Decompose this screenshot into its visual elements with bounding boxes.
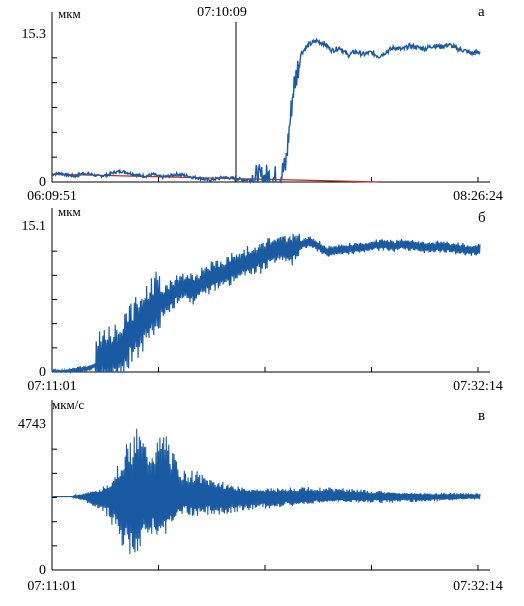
panel-a-xtick-start: 06:09:51 bbox=[27, 189, 77, 204]
panel-c-unit: мкм/с bbox=[52, 397, 84, 412]
panel-b-ytick-max: 15.1 bbox=[22, 219, 47, 234]
panel-a-tick-marks bbox=[51, 57, 479, 182]
panel-b-xtick-start: 07:11:01 bbox=[27, 379, 76, 394]
panel-b: мкм 15.1 0 07:11:01 07:32:14 б bbox=[22, 204, 503, 394]
panel-c-ytick-min: 0 bbox=[39, 563, 46, 578]
panel-c-xtick-end: 07:32:14 bbox=[453, 579, 503, 594]
panel-a: мкм 15.3 0 06:09:51 08:26:24 07:10:09 а bbox=[22, 4, 503, 204]
panel-a-letter: а bbox=[478, 4, 485, 20]
panel-c: мкм/с 4743 0 07:11:01 07:32:14 в bbox=[18, 397, 503, 594]
panel-c-series-line bbox=[52, 428, 481, 555]
panel-b-xtick-end: 07:32:14 bbox=[453, 379, 503, 394]
panel-a-xtick-end: 08:26:24 bbox=[453, 189, 503, 204]
panel-c-xtick-start: 07:11:01 bbox=[27, 579, 76, 594]
panel-b-series-line bbox=[51, 233, 481, 375]
panel-b-letter: б bbox=[478, 210, 486, 226]
panel-a-ytick-min: 0 bbox=[39, 175, 46, 190]
panel-b-ytick-min: 0 bbox=[39, 365, 46, 380]
panel-a-ytick-max: 15.3 bbox=[22, 27, 47, 42]
panel-a-series-line bbox=[51, 37, 481, 185]
panel-a-marker-label: 07:10:09 bbox=[197, 5, 247, 20]
panel-c-tick-marks bbox=[51, 448, 479, 570]
panel-b-tick-marks bbox=[51, 250, 479, 372]
panel-a-unit: мкм bbox=[58, 6, 81, 21]
panel-b-unit: мкм bbox=[58, 204, 81, 219]
panel-c-ytick-max: 4743 bbox=[18, 417, 46, 432]
panel-c-letter: в bbox=[478, 408, 485, 424]
